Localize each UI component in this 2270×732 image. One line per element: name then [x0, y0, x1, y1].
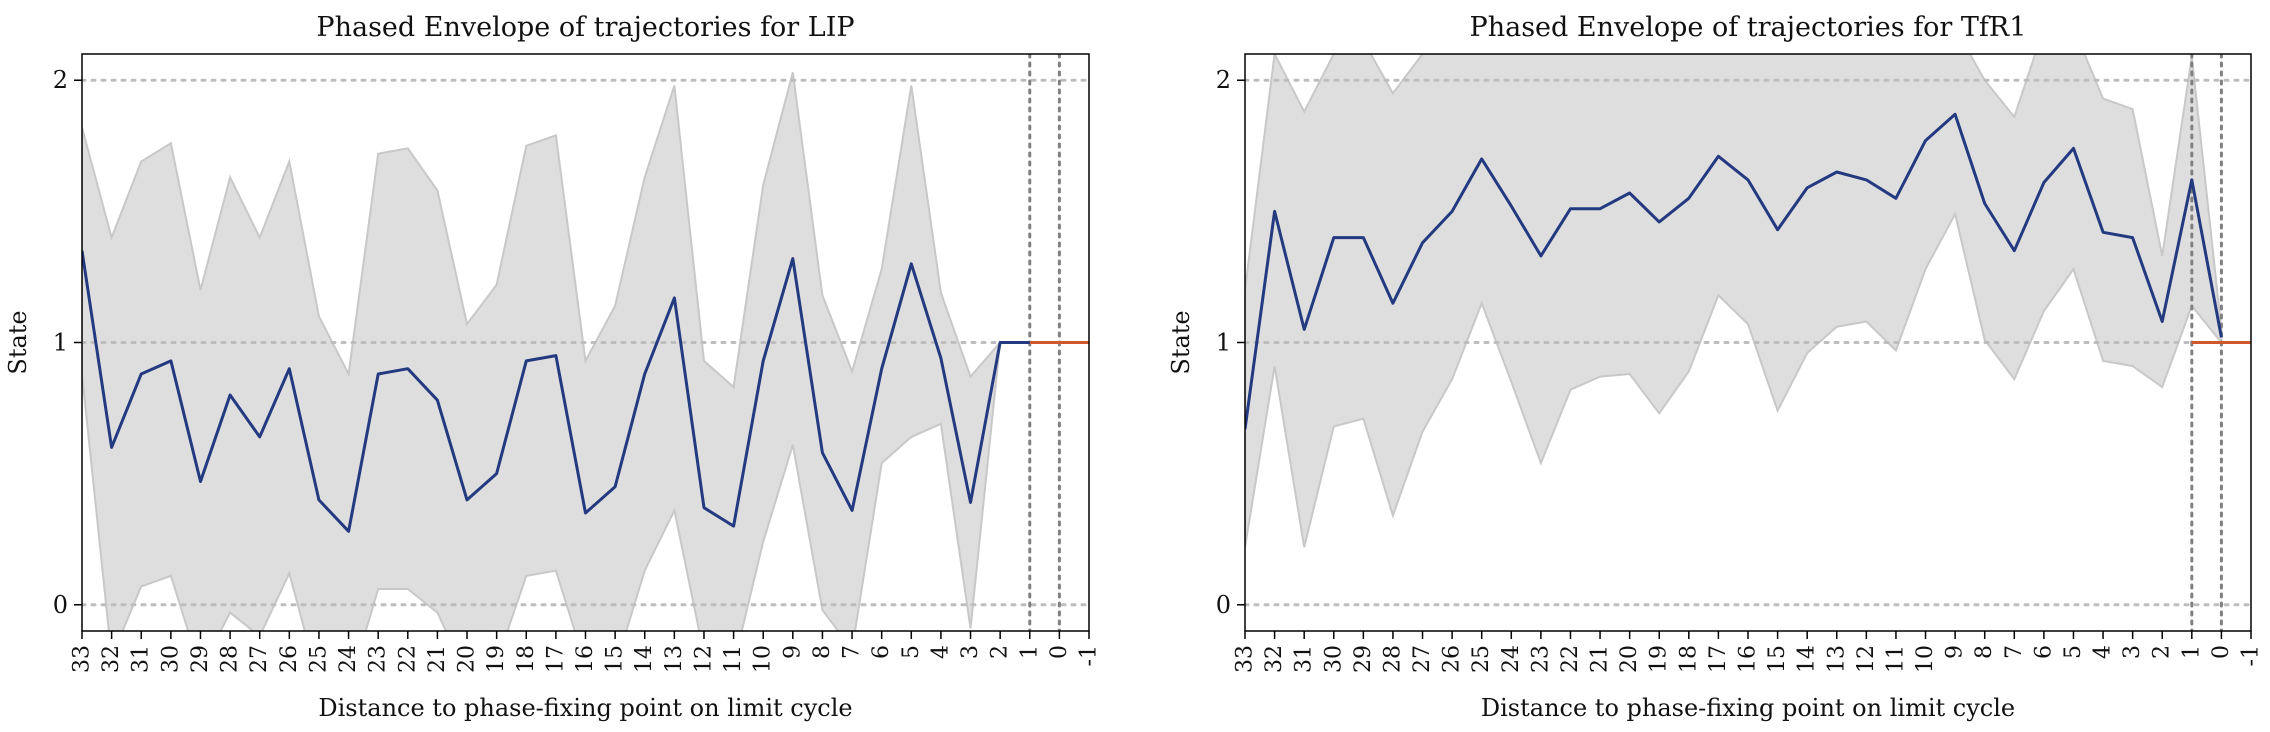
- y-axis-label: State: [4, 310, 32, 374]
- x-tick-label: 26: [277, 645, 302, 673]
- envelope-band: [82, 72, 1030, 631]
- x-tick-label: 5: [2061, 645, 2086, 659]
- x-tick-label: 19: [1647, 645, 1672, 673]
- x-tick-label: 20: [455, 645, 480, 673]
- x-tick-label: 10: [1913, 645, 1938, 673]
- x-tick-label: 26: [1440, 645, 1465, 673]
- y-tick-label: 0: [53, 591, 68, 619]
- x-tick-label: 11: [1883, 645, 1908, 673]
- x-axis-label: Distance to phase-fixing point on limit …: [1481, 694, 2015, 722]
- chart-title: Phased Envelope of trajectories for LIP: [316, 12, 854, 43]
- x-tick-label: 28: [218, 645, 243, 673]
- x-tick-label: 19: [484, 645, 509, 673]
- x-tick-label: 22: [395, 645, 420, 673]
- x-tick-label: -1: [2239, 645, 2264, 666]
- x-tick-label: -1: [1077, 645, 1102, 666]
- x-tick-label: 23: [366, 645, 391, 673]
- plot-area: [82, 54, 1089, 631]
- x-tick-label: 13: [662, 645, 687, 673]
- x-tick-label: 5: [899, 645, 924, 659]
- chart-panel-2: 33 32 31 30 29 28 27 26 25 24 23 22 21 20 19 18 17 16 15 14…: [1167, 12, 2264, 722]
- envelope-band: [1245, 54, 2223, 548]
- y-tick-label: 1: [53, 329, 68, 357]
- x-tick-label: 28: [1380, 645, 1405, 673]
- x-tick-label: 25: [306, 645, 331, 673]
- y-tick-label: 2: [1216, 66, 1231, 94]
- x-tick-label: 27: [247, 645, 272, 673]
- x-tick-label: 14: [1795, 645, 1820, 673]
- y-tick-label: 2: [53, 66, 68, 94]
- x-axis-label: Distance to phase-fixing point on limit …: [318, 694, 852, 722]
- x-tick-label: 9: [1943, 645, 1968, 659]
- y-axis-label: State: [1167, 310, 1195, 374]
- x-tick-label: 31: [1292, 645, 1317, 673]
- x-tick-label: 1: [1017, 645, 1042, 659]
- x-tick-label: 17: [543, 645, 568, 673]
- x-tick-label: 4: [928, 645, 953, 659]
- x-tick-label: 0: [1047, 645, 1072, 659]
- x-tick-label: 4: [2091, 645, 2116, 659]
- x-tick-label: 8: [810, 645, 835, 659]
- x-tick-label: 10: [751, 645, 776, 673]
- x-tick-label: 15: [603, 645, 628, 673]
- x-tick-label: 23: [1528, 645, 1553, 673]
- x-tick-label: 16: [1736, 645, 1761, 673]
- x-tick-label: 29: [1351, 645, 1376, 673]
- mean-trajectory-line: [82, 250, 1030, 533]
- x-tick-label: 0: [2209, 645, 2234, 659]
- chart-title: Phased Envelope of trajectories for TfR1: [1470, 12, 2027, 43]
- x-tick-label: 12: [1854, 645, 1879, 673]
- x-tick-label: 9: [780, 645, 805, 659]
- x-tick-label: 7: [2002, 645, 2027, 659]
- x-tick-label: 12: [691, 645, 716, 673]
- x-tick-label: 6: [2031, 645, 2056, 659]
- y-tick-label: 1: [1216, 329, 1231, 357]
- x-tick-label: 17: [1706, 645, 1731, 673]
- x-tick-label: 24: [1499, 645, 1524, 673]
- x-tick-label: 29: [188, 645, 213, 673]
- x-tick-label: 6: [869, 645, 894, 659]
- x-tick-label: 27: [1410, 645, 1435, 673]
- x-tick-label: 11: [721, 645, 746, 673]
- x-tick-label: 22: [1558, 645, 1583, 673]
- x-tick-label: 25: [1469, 645, 1494, 673]
- x-tick-label: 3: [2120, 645, 2145, 659]
- x-tick-label: 8: [1972, 645, 1997, 659]
- x-tick-label: 30: [1321, 645, 1346, 673]
- x-tick-label: 33: [1233, 645, 1258, 673]
- x-tick-label: 16: [573, 645, 598, 673]
- x-tick-label: 18: [514, 645, 539, 673]
- x-tick-label: 32: [99, 645, 124, 673]
- y-tick-label: 0: [1216, 591, 1231, 619]
- x-tick-label: 13: [1824, 645, 1849, 673]
- plot-area: [1245, 54, 2251, 631]
- x-tick-label: 30: [158, 645, 183, 673]
- x-tick-label: 14: [632, 645, 657, 673]
- x-tick-label: 1: [2179, 645, 2204, 659]
- x-tick-label: 20: [1617, 645, 1642, 673]
- x-tick-label: 33: [70, 645, 95, 673]
- x-tick-label: 2: [2150, 645, 2175, 659]
- x-tick-label: 3: [958, 645, 983, 659]
- x-tick-label: 15: [1765, 645, 1790, 673]
- chart-panel-1: 33 32 31 30 29 28 27 26 25 24 23 22 21 20 19 18 17 16 15 14…: [4, 12, 1102, 722]
- mean-trajectory-line: [1245, 112, 2223, 430]
- x-tick-label: 18: [1676, 645, 1701, 673]
- x-tick-label: 24: [336, 645, 361, 673]
- x-tick-label: 21: [1588, 645, 1613, 673]
- x-tick-label: 7: [840, 645, 865, 659]
- x-tick-label: 2: [988, 645, 1013, 659]
- x-tick-label: 31: [129, 645, 154, 673]
- x-tick-label: 21: [425, 645, 450, 673]
- x-tick-label: 32: [1262, 645, 1287, 673]
